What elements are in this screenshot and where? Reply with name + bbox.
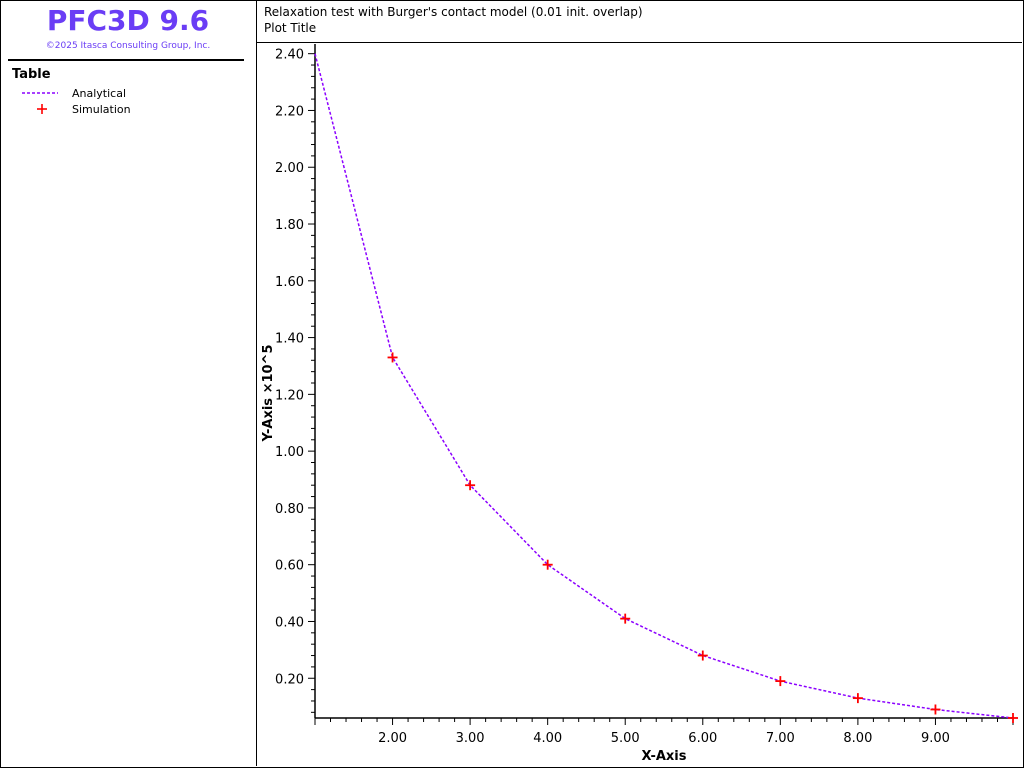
app-title: PFC3D 9.6 xyxy=(46,4,210,37)
legend-label-simulation: Simulation xyxy=(72,103,131,116)
x-tick-label: 6.00 xyxy=(688,731,717,746)
simulation-point xyxy=(542,559,553,570)
y-tick-label: 0.40 xyxy=(275,615,304,630)
y-tick-label: 2.40 xyxy=(275,48,304,63)
y-tick-label: 2.00 xyxy=(275,161,304,176)
x-tick-label: 2.00 xyxy=(378,731,407,746)
plot-title: Plot Title xyxy=(264,21,317,35)
y-tick-label: 1.60 xyxy=(275,275,304,290)
simulation-point xyxy=(1008,713,1018,723)
chart-area: 2.00 3.00 4.00 5.00 6.00 7.00 8.00 9.00 0.20 0.40… xyxy=(261,44,1018,764)
legend-panel: PFC3D 9.6 ©2025 Itasca Consulting Group,… xyxy=(0,0,257,766)
axis-labels: 2.00 3.00 4.00 5.00 6.00 7.00 8.00 9.00 0.20 0.40… xyxy=(261,48,950,764)
y-tick-label: 1.20 xyxy=(275,388,304,403)
x-tick-label: 8.00 xyxy=(843,731,872,746)
y-tick-label: 0.60 xyxy=(275,559,304,574)
x-tick-label: 7.00 xyxy=(766,731,795,746)
legend-label-analytical: Analytical xyxy=(72,87,127,100)
x-tick-label: 5.00 xyxy=(611,731,640,746)
axis-ticks xyxy=(308,53,1014,725)
x-tick-label: 3.00 xyxy=(456,731,485,746)
plus-marker-icon xyxy=(37,104,47,114)
simulation-point xyxy=(465,480,476,491)
dashed-line-icon xyxy=(22,92,58,94)
y-tick-label: 1.00 xyxy=(275,445,304,460)
simulation-point xyxy=(775,676,786,687)
simulation-point xyxy=(930,704,941,715)
simulation-point xyxy=(697,650,708,661)
axes xyxy=(314,44,1013,719)
app-copyright: ©2025 Itasca Consulting Group, Inc. xyxy=(45,41,211,51)
plot-header: Relaxation test with Burger's contact mo… xyxy=(257,0,1022,43)
chart-series xyxy=(314,53,1018,723)
simulation-point xyxy=(620,613,631,624)
legend-heading: Table xyxy=(12,67,51,82)
simulation-point xyxy=(387,352,398,363)
y-tick-label: 0.20 xyxy=(275,672,304,687)
x-axis-title: X-Axis xyxy=(642,749,687,764)
simulation-point xyxy=(852,693,863,704)
y-axis-title: Y-Axis ×10^5 xyxy=(261,345,276,443)
series-line-analytical xyxy=(314,53,1014,719)
y-tick-label: 1.80 xyxy=(275,218,304,233)
x-tick-label: 9.00 xyxy=(921,731,950,746)
y-tick-label: 2.20 xyxy=(275,104,304,119)
y-tick-label: 1.40 xyxy=(275,332,304,347)
legend-divider xyxy=(8,59,244,61)
legend-item-simulation[interactable]: Simulation xyxy=(20,102,240,118)
x-tick-label: 4.00 xyxy=(533,731,562,746)
plot-subtitle: Relaxation test with Burger's contact mo… xyxy=(264,5,643,19)
legend-item-analytical[interactable]: Analytical xyxy=(20,86,240,102)
y-tick-label: 0.80 xyxy=(275,502,304,517)
